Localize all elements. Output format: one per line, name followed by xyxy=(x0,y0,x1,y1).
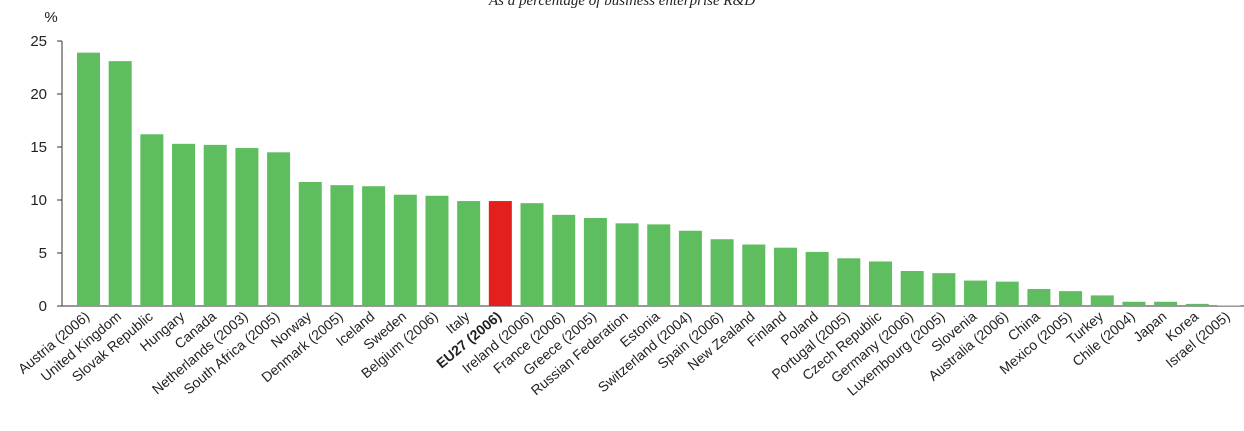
bar xyxy=(837,258,861,306)
bar xyxy=(203,144,227,306)
bar xyxy=(710,239,734,306)
bar xyxy=(678,230,702,306)
y-tick-label: 15 xyxy=(30,139,47,156)
bar xyxy=(773,247,797,306)
bar xyxy=(1185,303,1209,306)
y-tick-label: 0 xyxy=(39,298,47,315)
bar xyxy=(964,280,988,306)
bar xyxy=(900,271,924,306)
bar xyxy=(298,181,322,306)
bar xyxy=(393,194,417,306)
bar xyxy=(520,203,544,306)
bar xyxy=(742,244,766,306)
bar xyxy=(647,224,671,306)
bar xyxy=(425,195,449,306)
bar xyxy=(805,251,829,306)
chart-subtitle: As a percentage of business enterprise R… xyxy=(488,0,756,9)
y-tick-label: 10 xyxy=(30,192,47,209)
bar xyxy=(235,148,259,306)
bar xyxy=(932,273,956,306)
bar xyxy=(1154,301,1178,306)
bar xyxy=(457,201,481,306)
bar xyxy=(77,52,100,306)
bar xyxy=(330,185,354,306)
y-tick-label: 25 xyxy=(30,33,47,50)
bar xyxy=(615,223,639,306)
bar xyxy=(362,186,386,306)
bar xyxy=(1217,305,1241,306)
bar xyxy=(172,143,196,306)
bar xyxy=(267,152,291,306)
bar xyxy=(1122,301,1146,306)
bar xyxy=(488,201,512,306)
x-tick-label: Japan xyxy=(1130,308,1170,345)
bar xyxy=(583,218,607,306)
bar xyxy=(995,281,1019,306)
bar xyxy=(108,61,132,306)
bar xyxy=(1059,291,1083,306)
bar xyxy=(552,214,576,306)
y-axis-unit-label: % xyxy=(44,9,57,26)
bar xyxy=(1090,295,1114,306)
y-tick-label: 5 xyxy=(39,245,47,262)
bar xyxy=(1027,289,1051,306)
bar xyxy=(869,261,892,306)
y-tick-label: 20 xyxy=(30,86,47,103)
bar xyxy=(140,134,164,306)
